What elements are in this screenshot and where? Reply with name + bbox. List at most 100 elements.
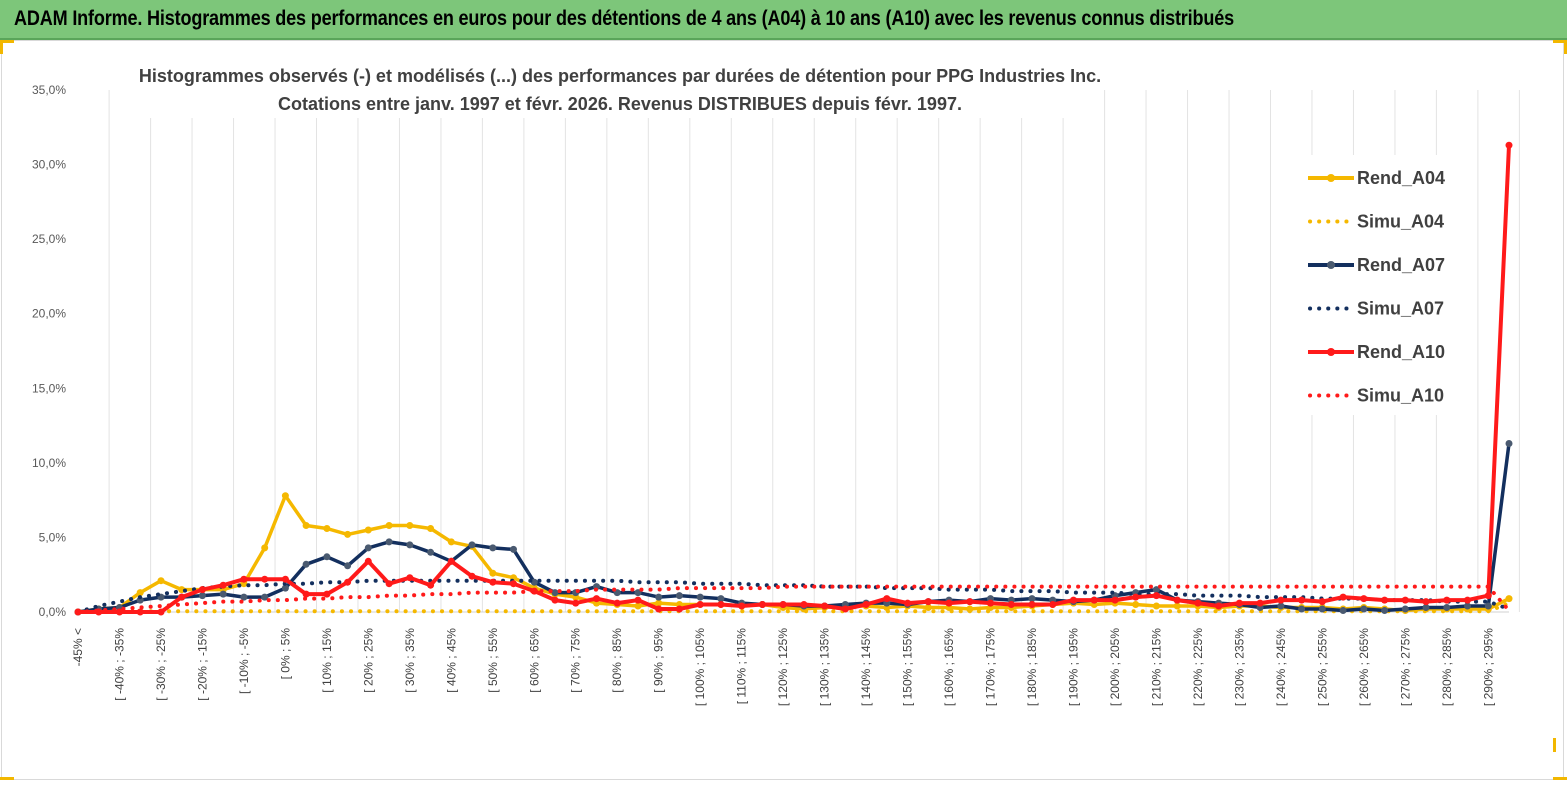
series-line-simu-a07: [76, 578, 1511, 614]
data-point-rend-a10: [675, 605, 683, 613]
chart-title-background: [150, 58, 1095, 118]
series-line-simu-a04: [76, 601, 1511, 614]
data-point-rend-a04: [261, 544, 269, 552]
data-point-rend-a10: [468, 572, 476, 580]
data-point-rend-a10: [572, 599, 580, 607]
report-banner: ADAM Informe. Histogrammes des performan…: [0, 0, 1567, 40]
x-tick-label: [ 70% ; 75%: [569, 628, 583, 693]
x-tick-label: [ 30% ; 35%: [403, 628, 417, 693]
legend-label: Rend_A10: [1357, 342, 1445, 362]
data-point-rend-a10: [447, 557, 455, 565]
data-point-rend-a07: [1422, 604, 1430, 611]
data-point-rend-a10: [1443, 596, 1451, 604]
data-point-rend-a10: [966, 598, 974, 606]
x-tick-label: -45% <: [71, 628, 85, 666]
data-point-rend-a10: [489, 578, 497, 586]
y-tick-label: 15,0%: [32, 381, 66, 395]
data-point-rend-a10: [1318, 598, 1326, 606]
data-point-rend-a10: [821, 602, 829, 610]
data-point-rend-a07: [489, 544, 497, 552]
y-tick-label: 25,0%: [32, 232, 66, 246]
data-point-rend-a07: [696, 593, 704, 601]
data-point-rend-a10: [385, 580, 393, 588]
data-point-rend-a10: [945, 599, 953, 607]
data-point-rend-a04: [344, 530, 352, 538]
data-point-rend-a04: [323, 525, 331, 532]
data-point-rend-a10: [1484, 592, 1492, 600]
legend-label: Rend_A04: [1357, 168, 1445, 188]
data-point-rend-a07: [1152, 586, 1160, 594]
data-point-rend-a04: [1173, 602, 1181, 610]
report-title: ADAM Informe. Histogrammes des performan…: [14, 7, 1234, 30]
data-point-rend-a10: [1422, 598, 1430, 606]
data-point-rend-a10: [738, 602, 746, 610]
x-tick-label: [ 150% ; 155%: [901, 628, 915, 706]
data-point-rend-a07: [219, 590, 227, 598]
legend-label: Simu_A10: [1357, 386, 1444, 406]
data-point-rend-a10: [1235, 599, 1243, 607]
data-point-rend-a07: [302, 560, 310, 568]
data-point-rend-a07: [551, 589, 559, 597]
data-point-rend-a10: [240, 575, 248, 583]
x-tick-label: [ 260% ; 265%: [1357, 628, 1371, 706]
data-point-rend-a10: [1132, 593, 1140, 601]
corner-mark-top-right-v: [1564, 40, 1567, 54]
x-tick-label: [ 120% ; 125%: [776, 628, 790, 706]
x-tick-label: [ 220% ; 225%: [1191, 628, 1205, 706]
data-point-rend-a10: [302, 590, 310, 598]
legend: Rend_A04 Simu_A04 Rend_A07 Simu_A07 Rend_A10…: [1308, 168, 1445, 406]
data-point-rend-a07: [1443, 604, 1451, 611]
data-point-rend-a10: [862, 601, 870, 608]
x-tick-label: [ 50% ; 55%: [486, 628, 500, 693]
data-point-rend-a10: [1152, 592, 1160, 600]
x-tick-label: [ 180% ; 185%: [1025, 628, 1039, 706]
data-point-rend-a10: [281, 575, 289, 583]
data-point-rend-a07: [385, 538, 393, 546]
legend-marker: [1327, 261, 1335, 269]
data-point-rend-a04: [385, 522, 393, 529]
x-tick-label: [ 90% ; 95%: [652, 628, 666, 693]
data-point-rend-a10: [904, 599, 912, 607]
x-tick-label: [ 10% ; 15%: [320, 628, 334, 693]
legend-item-simu-a07: Simu_A07: [1308, 299, 1444, 319]
data-point-rend-a07: [1298, 605, 1306, 613]
data-point-rend-a10: [1070, 596, 1077, 604]
x-tick-label: [ 170% ; 175%: [984, 628, 998, 706]
data-point-rend-a04: [364, 526, 372, 534]
data-point-rend-a07: [675, 592, 683, 600]
data-point-rend-a10: [1090, 596, 1098, 604]
data-point-rend-a10: [1277, 596, 1285, 604]
x-tick-label: [ 280% ; 285%: [1440, 628, 1454, 706]
data-point-rend-a10: [924, 598, 932, 606]
corner-mark-mid-right: [1553, 738, 1556, 752]
y-tick-label: 35,0%: [32, 83, 66, 97]
series-line-rend-a04: [77, 493, 1510, 614]
data-point-rend-a10: [1339, 593, 1347, 601]
data-point-rend-a04: [406, 522, 414, 529]
y-tick-label: 5,0%: [39, 530, 67, 544]
x-tick-label: [ 80% ; 85%: [610, 628, 624, 693]
data-point-rend-a10: [219, 581, 227, 589]
data-point-rend-a10: [1464, 596, 1471, 604]
data-point-rend-a10: [1298, 596, 1306, 604]
data-point-rend-a10: [987, 599, 994, 607]
y-tick-label: 10,0%: [32, 456, 66, 470]
data-point-rend-a07: [364, 544, 372, 552]
x-tick-label: [ 230% ; 235%: [1232, 628, 1246, 706]
data-point-rend-a04: [924, 604, 932, 611]
corner-mark-top-right: [1553, 40, 1567, 43]
x-tick-label: [ 140% ; 145%: [859, 628, 873, 706]
series-rend-a07: [74, 440, 1513, 616]
data-point-rend-a10: [427, 581, 435, 589]
data-point-rend-a10: [696, 601, 704, 608]
legend-item-simu-a10: Simu_A10: [1308, 386, 1444, 406]
data-point-rend-a10: [634, 596, 642, 604]
legend-item-rend-a10: Rend_A10: [1308, 342, 1445, 362]
series-simu-a10: [76, 584, 1511, 614]
chart-frame: [1, 40, 1564, 780]
data-point-rend-a10: [717, 601, 725, 608]
data-point-rend-a10: [841, 605, 849, 613]
data-point-rend-a10: [800, 601, 808, 608]
data-point-rend-a04: [655, 599, 663, 607]
